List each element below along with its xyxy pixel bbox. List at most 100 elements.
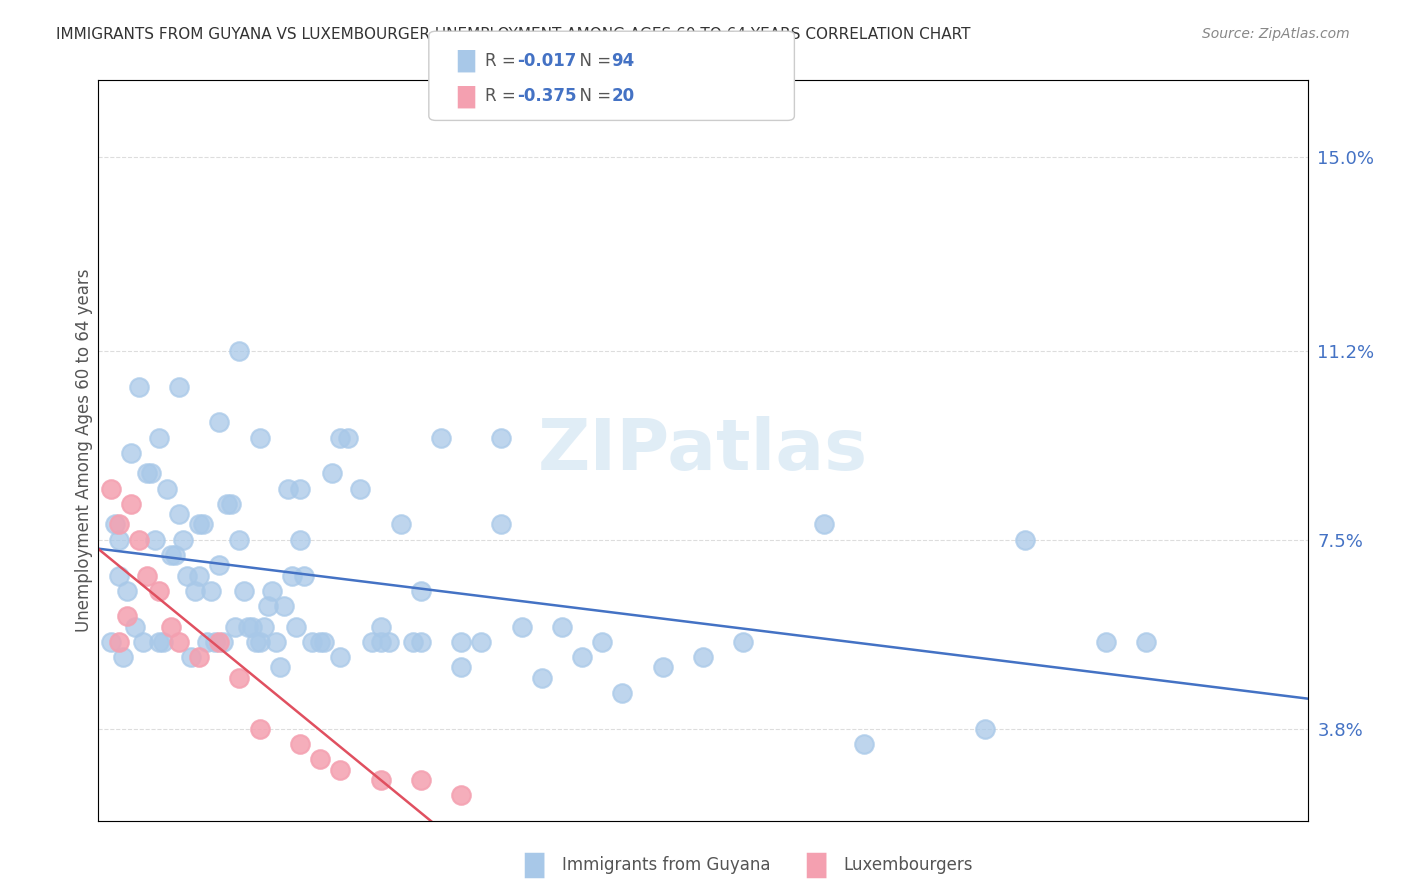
Point [111,650,134,665]
Point [277,482,299,496]
Point [361,635,384,649]
Point [188,568,211,582]
Point [1135,635,1157,649]
Point [107,635,129,649]
Point [264,635,287,649]
Point [591,635,613,649]
Point [249,635,271,649]
Point [107,517,129,532]
Point [470,635,492,649]
Point [100,635,122,649]
Point [236,619,259,633]
Point [172,533,194,547]
Point [281,568,304,582]
Point [143,533,166,547]
Point [329,431,352,445]
Point [389,517,412,532]
Point [221,497,243,511]
Point [692,650,714,665]
Point [148,635,170,649]
Point [240,619,263,633]
Point [409,772,432,787]
Point [409,635,432,649]
Text: -0.375: -0.375 [517,87,576,105]
Point [167,379,190,393]
Point [107,533,129,547]
Point [132,635,155,649]
Point [224,619,246,633]
Point [249,431,271,445]
Point [212,635,235,649]
Text: R =: R = [485,52,522,70]
Point [651,660,673,674]
Point [128,379,150,393]
Y-axis label: Unemployment Among Ages 60 to 64 years: Unemployment Among Ages 60 to 64 years [75,268,93,632]
Text: █: █ [457,49,474,72]
Point [120,497,142,511]
Point [204,635,226,649]
Point [245,635,267,649]
Point [402,635,425,649]
Point [491,517,513,532]
Point [120,446,142,460]
Point [409,583,432,598]
Point [288,533,311,547]
Point [329,650,352,665]
Point [491,431,513,445]
Point [1014,533,1036,547]
Point [228,671,250,685]
Point [152,635,174,649]
Text: Immigrants from Guyana: Immigrants from Guyana [562,856,770,874]
Point [115,609,138,624]
Point [288,482,311,496]
Point [974,722,997,736]
Point [450,635,472,649]
Point [148,583,170,598]
Point [208,416,231,430]
Point [135,467,157,481]
Point [249,722,271,736]
Point [292,568,315,582]
Point [100,482,122,496]
Point [208,635,231,649]
Point [612,686,634,700]
Point [510,619,533,633]
Point [188,650,211,665]
Point [450,788,472,802]
Point [208,558,231,573]
Point [284,619,307,633]
Text: 94: 94 [612,52,636,70]
Point [370,619,392,633]
Point [309,752,332,766]
Point [571,650,593,665]
Point [135,568,157,582]
Point [160,548,183,562]
Text: ZIPatlas: ZIPatlas [538,416,868,485]
Text: █: █ [457,85,474,108]
Point [273,599,295,614]
Point [228,533,250,547]
Point [1095,635,1118,649]
Text: R =: R = [485,87,522,105]
Point [370,635,392,649]
Text: Source: ZipAtlas.com: Source: ZipAtlas.com [1202,27,1350,41]
Point [733,635,755,649]
Point [188,517,211,532]
Point [256,599,278,614]
Point [370,772,392,787]
Text: Luxembourgers: Luxembourgers [844,856,973,874]
Point [430,431,453,445]
Point [450,660,472,674]
Point [337,431,360,445]
Point [853,737,876,751]
Text: -0.017: -0.017 [517,52,576,70]
Point [309,635,332,649]
Point [115,583,138,598]
Text: N =: N = [569,52,617,70]
Point [103,517,125,532]
Point [156,482,179,496]
Text: 20: 20 [612,87,634,105]
Point [228,343,250,358]
Point [163,548,186,562]
Point [217,497,239,511]
